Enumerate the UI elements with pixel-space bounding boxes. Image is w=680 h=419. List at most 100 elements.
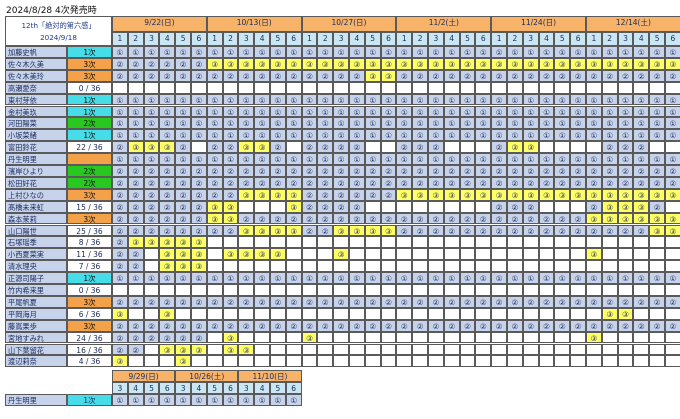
slot-cell: ③ — [491, 188, 507, 201]
slot-cell: ② — [364, 165, 381, 177]
slot-cell: ② — [317, 200, 334, 213]
slot-cell: ① — [349, 46, 365, 58]
session-date-header: 12/14(土) — [586, 16, 680, 32]
slot-cell: ② — [317, 224, 334, 237]
slot-cell — [665, 81, 680, 94]
slot-cell: ① — [475, 117, 492, 130]
slot-cell: ② — [254, 69, 270, 82]
slot-cell — [443, 343, 460, 356]
slot-cell: ① — [270, 105, 286, 118]
slot-cell: ② — [191, 200, 207, 213]
slot-cell: ② — [301, 200, 318, 213]
slot-cell — [254, 284, 270, 296]
slot-cell: ② — [175, 57, 191, 70]
slot-cell — [649, 260, 665, 273]
slot-cell: ③ — [206, 57, 223, 70]
slot-cell: ③ — [112, 355, 128, 368]
slot-cell — [554, 284, 571, 296]
slot-cell: ② — [412, 176, 428, 189]
slot-cell: ① — [475, 153, 492, 165]
slot-cell: ① — [349, 272, 365, 284]
slot-cell: ② — [601, 176, 618, 189]
slot-cell: ② — [443, 176, 460, 189]
slot-cell — [317, 248, 334, 261]
slot-cell: ① — [586, 117, 602, 130]
slot-cell: ① — [301, 272, 318, 284]
slot-cell: ② — [285, 165, 302, 177]
slot-cell — [601, 355, 618, 368]
slot-cell: ① — [254, 394, 270, 407]
slot-cell: ② — [127, 248, 144, 261]
slot-cell: ① — [380, 117, 397, 130]
slot-cell: ② — [491, 176, 507, 189]
slot-cell: ② — [191, 57, 207, 70]
slot-header: 3 — [238, 32, 255, 46]
extra-slot-header: 3 — [175, 382, 191, 395]
slot-cell: ③ — [412, 188, 428, 201]
slot-cell — [665, 284, 680, 296]
slot-cell: ① — [112, 129, 128, 142]
slot-cell: ② — [428, 165, 444, 177]
slot-cell: ① — [522, 93, 539, 106]
slot-cell — [301, 307, 318, 320]
slot-cell — [349, 284, 365, 296]
slot-cell — [428, 81, 444, 94]
slot-cell: ① — [127, 129, 144, 142]
slot-cell — [554, 331, 571, 344]
slot-cell: ① — [222, 394, 239, 407]
slot-cell — [617, 343, 634, 356]
slot-cell — [285, 236, 302, 249]
slot-cell — [475, 81, 492, 94]
slot-cell — [380, 343, 397, 356]
slot-cell: ③ — [301, 331, 318, 344]
slot-cell: ③ — [238, 248, 255, 261]
member-name: 山下葉留花 — [5, 343, 67, 356]
slot-cell — [522, 248, 539, 261]
slot-cell: ③ — [254, 57, 270, 70]
slot-cell: ① — [364, 272, 381, 284]
slot-cell — [617, 355, 634, 368]
slot-cell: ② — [301, 188, 318, 201]
slot-cell: ① — [459, 105, 476, 118]
slot-cell: ③ — [649, 188, 665, 201]
slot-cell: ② — [396, 319, 413, 332]
slot-cell: ③ — [428, 57, 444, 70]
extra-slot-header: 3 — [238, 382, 255, 395]
slot-cell — [617, 331, 634, 344]
extra-slot-header: 4 — [127, 382, 144, 395]
slot-cell: ① — [285, 46, 302, 58]
slot-cell: ① — [617, 105, 634, 118]
extra-slot-header: 4 — [191, 382, 207, 395]
slot-header: 4 — [633, 32, 650, 46]
slot-cell: ① — [459, 129, 476, 142]
slot-cell: ① — [665, 129, 680, 142]
member-status: 3次 — [67, 57, 112, 70]
slot-cell: ① — [475, 46, 492, 58]
slot-cell — [380, 307, 397, 320]
slot-cell: ① — [443, 105, 460, 118]
extra-slot-header: 5 — [143, 382, 160, 395]
slot-cell: ③ — [443, 57, 460, 70]
slot-cell — [143, 355, 160, 368]
slot-cell: ① — [428, 105, 444, 118]
slot-cell — [333, 260, 349, 273]
slot-cell — [507, 260, 523, 273]
extra-session-date: 10/26(土) — [175, 370, 239, 383]
slot-cell: ② — [507, 176, 523, 189]
slot-cell — [191, 284, 207, 296]
slot-cell — [554, 81, 571, 94]
slot-cell — [601, 248, 618, 261]
slot-cell: ② — [617, 176, 634, 189]
slot-cell: ② — [443, 224, 460, 237]
slot-cell — [459, 141, 476, 154]
slot-cell — [285, 284, 302, 296]
slot-cell — [570, 200, 586, 213]
slot-cell: ② — [349, 295, 365, 308]
slot-cell — [633, 236, 650, 249]
slot-cell — [159, 81, 176, 94]
slot-cell: ② — [333, 176, 349, 189]
slot-cell — [254, 331, 270, 344]
slot-cell: ③ — [522, 188, 539, 201]
slot-cell: ③ — [507, 57, 523, 70]
slot-cell — [317, 331, 334, 344]
